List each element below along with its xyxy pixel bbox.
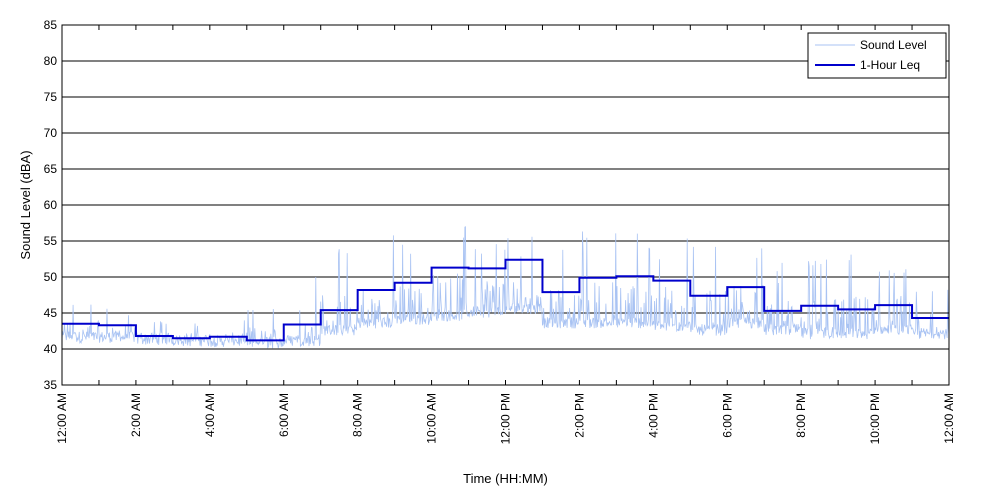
- x-tick-label: 4:00 AM: [203, 393, 217, 437]
- y-tick-label: 85: [44, 18, 58, 32]
- y-tick-labels: 35 40 45 50 55 60 65 70 75 80 85: [44, 18, 58, 392]
- y-tick-label: 65: [44, 162, 58, 176]
- y-tick-label: 60: [44, 198, 58, 212]
- x-tick-label: 10:00 PM: [868, 393, 882, 444]
- leq-step-line: [62, 258, 949, 342]
- y-axis-title: Sound Level (dBA): [18, 150, 33, 259]
- y-tick-label: 75: [44, 90, 58, 104]
- legend-box: [807, 32, 947, 79]
- x-tick-label: 12:00 AM: [55, 393, 69, 444]
- x-tick-label: 10:00 AM: [425, 393, 439, 444]
- legend-label-sound-level: Sound Level: [860, 38, 927, 52]
- sound-level-line: [61, 226, 950, 349]
- axis-ticks: [61, 24, 950, 386]
- x-tick-label: 2:00 PM: [572, 393, 586, 438]
- x-tick-label: 8:00 AM: [351, 393, 365, 437]
- leq-series: [62, 258, 949, 342]
- x-axis-title: Time (HH:MM): [463, 471, 548, 486]
- sound-level-series: [61, 226, 950, 349]
- y-tick-label: 45: [44, 306, 58, 320]
- x-tick-label: 4:00 PM: [646, 393, 660, 438]
- y-tick-label: 55: [44, 234, 58, 248]
- y-tick-label: 35: [44, 378, 58, 392]
- x-tick-label: 6:00 AM: [277, 393, 291, 437]
- x-tick-labels: 12:00 AM 2:00 AM 4:00 AM 6:00 AM 8:00 AM 10:0…: [55, 393, 956, 444]
- legend: Sound Level 1-Hour Leq: [807, 32, 947, 79]
- x-tick-label: 8:00 PM: [794, 393, 808, 438]
- x-tick-label: 2:00 AM: [129, 393, 143, 437]
- legend-label-leq: 1-Hour Leq: [860, 58, 920, 72]
- y-tick-label: 80: [44, 54, 58, 68]
- x-tick-label: 6:00 PM: [720, 393, 734, 438]
- y-tick-label: 70: [44, 126, 58, 140]
- x-tick-label: 12:00 AM: [942, 393, 956, 444]
- y-tick-label: 40: [44, 342, 58, 356]
- x-tick-label: 12:00 PM: [499, 393, 513, 444]
- y-tick-label: 50: [44, 270, 58, 284]
